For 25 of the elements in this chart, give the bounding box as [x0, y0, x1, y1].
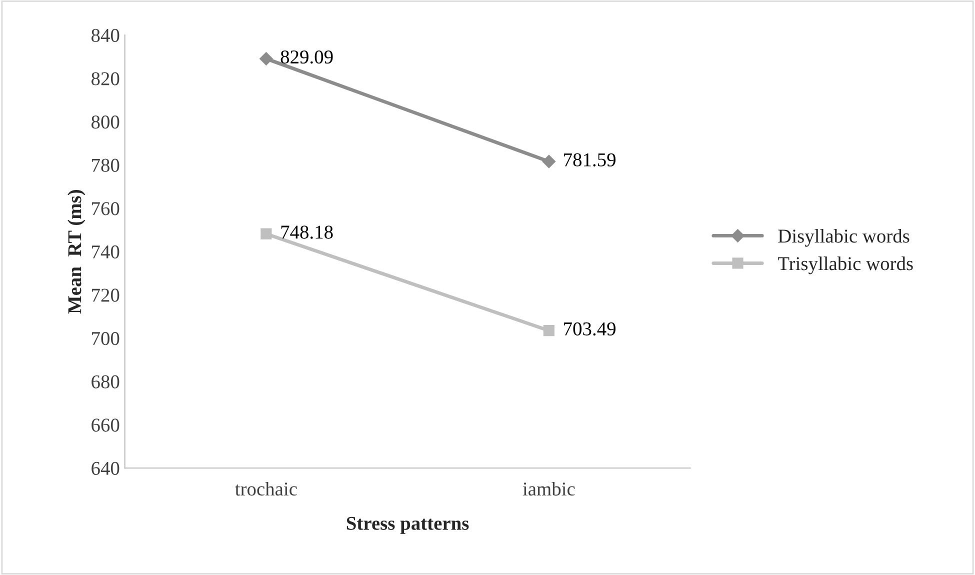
y-tick-label: 820 [92, 72, 120, 86]
y-tick-label: 840 [92, 28, 120, 42]
point [543, 325, 554, 336]
point [260, 52, 273, 66]
x-axis-title: Stress patterns [346, 516, 469, 534]
legend-label: Trisyllabic words [778, 256, 913, 274]
y-tick-label: 780 [92, 158, 120, 172]
data-label: 703.49 [564, 322, 616, 336]
y-tick-label: 720 [92, 288, 120, 302]
x-tick-label: iambic [522, 482, 575, 496]
legend-label: Disyllabic words [778, 229, 910, 247]
y-tick-label: 660 [92, 418, 120, 432]
point [542, 154, 556, 168]
y-tick-label: 640 [92, 462, 120, 475]
data-label: 748.18 [281, 226, 333, 239]
y-tick-label: 740 [92, 245, 120, 258]
y-tick-label: 760 [92, 202, 120, 216]
data-label: 829.09 [280, 50, 333, 64]
y-tick-label: 800 [92, 115, 120, 129]
point [260, 228, 272, 240]
y-tick-label: 700 [92, 332, 120, 346]
x-tick-label: trochaic [235, 482, 297, 496]
data-label: 781.59 [564, 153, 616, 166]
y-axis-title: Mean RT (ms) [68, 190, 86, 314]
y-tick-label: 680 [92, 375, 120, 388]
